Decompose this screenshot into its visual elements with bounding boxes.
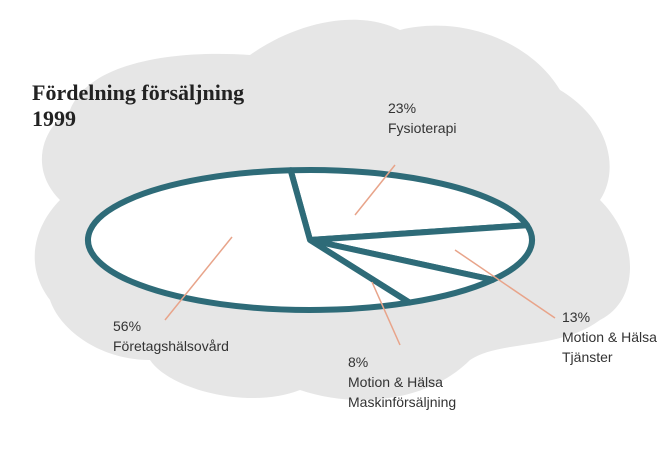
value-label: 8% [348, 354, 369, 370]
slice-label: 8% Motion & Hälsa Maskinförsäljning [348, 352, 456, 412]
slice-label: 56% Företagshälsovård [113, 316, 229, 356]
category-label: Företagshälsovård [113, 338, 229, 354]
chart-title: Fördelning försäljning 1999 [32, 80, 245, 131]
pie-slice [85, 167, 413, 313]
pie-slice [307, 222, 535, 283]
category-label: Motion & Hälsa Maskinförsäljning [348, 374, 457, 410]
value-label: 56% [113, 318, 142, 334]
value-label: 13% [562, 309, 591, 325]
pie-slice [287, 167, 530, 243]
category-label: Fysioterapi [388, 120, 457, 136]
value-label: 23% [388, 100, 417, 116]
leader-line [164, 236, 233, 321]
category-label: Motion & Hälsa Tjänster [562, 329, 657, 365]
leader-line [354, 164, 396, 216]
slice-label: 13% Motion & Hälsa Tjänster [562, 307, 657, 367]
leader-line [454, 249, 556, 319]
leader-line [371, 281, 401, 346]
slice-label: 23% Fysioterapi [388, 98, 456, 138]
